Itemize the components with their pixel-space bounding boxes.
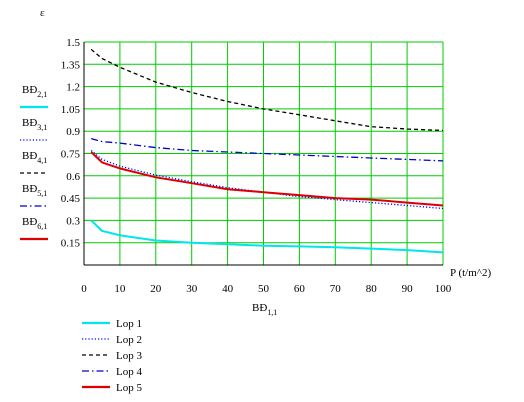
x-tick-label: 90 — [402, 283, 414, 295]
x-tick-label: 30 — [186, 283, 198, 295]
series-lines — [90, 48, 444, 254]
left-series-label: BĐ4,1 — [22, 150, 47, 165]
y-tick-label: 0.6 — [66, 171, 80, 183]
x-tick-label: 10 — [114, 283, 126, 295]
left-series-labels: BĐ2,1 BĐ3,1 BĐ4,1 BĐ5,1 BĐ6,1 — [20, 84, 48, 241]
x-tick-label: 70 — [330, 283, 342, 295]
series-line-lop-5 — [90, 151, 444, 207]
series-line-lop-3 — [90, 48, 444, 132]
series-line-lop-1 — [90, 219, 444, 254]
x-tick-label: 80 — [366, 283, 378, 295]
x-tick-label: 0 — [81, 283, 87, 295]
legend-label: Lop 1 — [116, 318, 142, 330]
legend-label: Lop 5 — [116, 382, 142, 394]
x-tick-label: 40 — [222, 283, 234, 295]
y-tick-label: 0.3 — [66, 215, 80, 227]
x-axis-sub-label: BĐ1,1 — [252, 302, 277, 317]
legend: Lop 1 Lop 2 Lop 3 Lop 4 Lop 5 — [82, 318, 142, 394]
y-axis-label: ε — [40, 7, 45, 19]
y-tick-label: 1.2 — [66, 82, 80, 94]
tick-labels: 0 10 20 30 40 50 60 70 80 90 100 0.15 0.3 0.45 0.6 0.75… — [61, 37, 452, 295]
legend-label: Lop 3 — [116, 350, 142, 362]
legend-label: Lop 4 — [116, 366, 142, 378]
left-series-label: BĐ3,1 — [22, 117, 47, 132]
y-tick-label: 0.9 — [66, 126, 80, 138]
legend-label: Lop 2 — [116, 334, 142, 346]
y-tick-label: 0.15 — [61, 238, 81, 250]
x-tick-label: 50 — [258, 283, 270, 295]
left-series-label: BĐ2,1 — [22, 84, 47, 99]
y-tick-label: 1.35 — [61, 59, 81, 71]
x-tick-label: 60 — [294, 283, 306, 295]
y-tick-label: 1.5 — [66, 37, 80, 49]
y-tick-label: 1.05 — [61, 104, 81, 116]
y-tick-label: 0.45 — [61, 193, 81, 205]
axes — [83, 42, 443, 266]
y-tick-label: 0.75 — [61, 149, 81, 161]
x-axis-label: P (t/m^2) — [450, 267, 491, 279]
x-tick-label: 20 — [150, 283, 162, 295]
left-series-label: BĐ6,1 — [22, 216, 47, 231]
grid — [83, 41, 444, 265]
x-tick-label: 100 — [435, 283, 452, 295]
x-sub-label-text: BĐ1,1 — [252, 302, 277, 317]
series-line-lop-4 — [91, 137, 444, 162]
left-series-label: BĐ5,1 — [22, 183, 47, 198]
